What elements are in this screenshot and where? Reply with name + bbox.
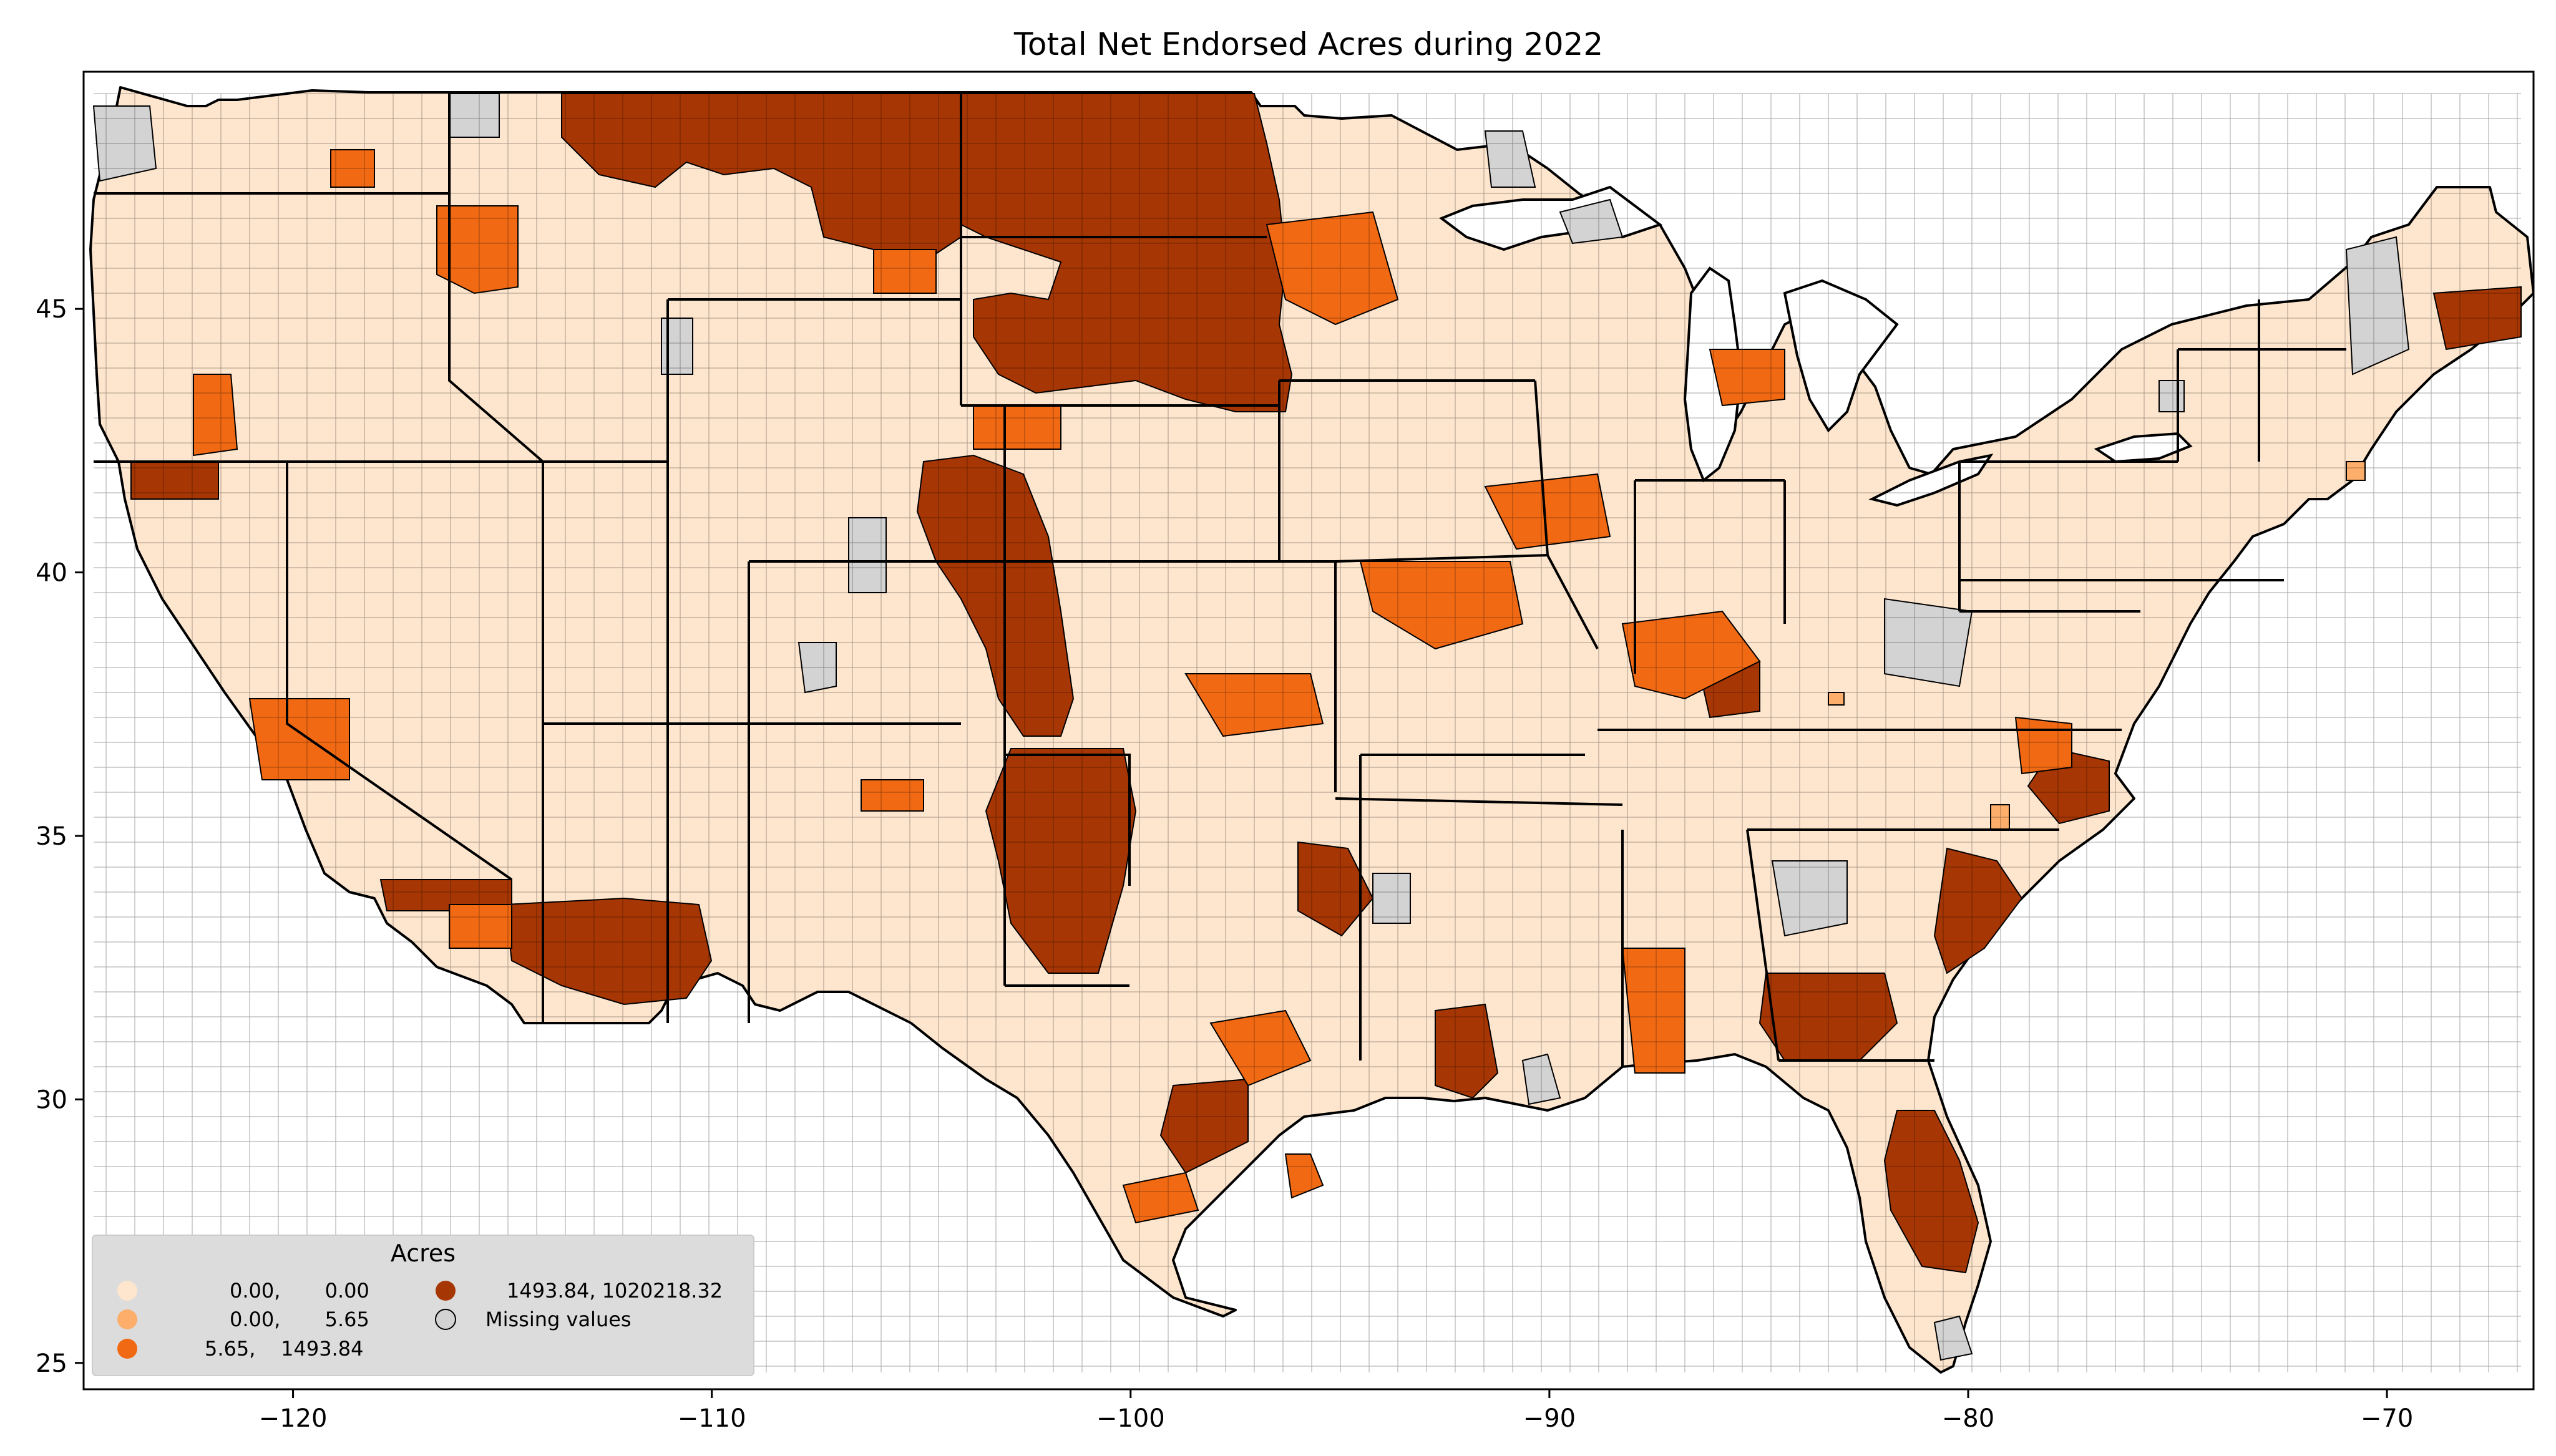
- x-tick-label: −90: [1523, 1404, 1576, 1433]
- regions-low-acres: [1828, 461, 2366, 830]
- legend-label-missing: Missing values: [485, 1308, 632, 1331]
- legend-label-class4: 1493.84, 1020218.32: [507, 1279, 723, 1303]
- legend-swatch-class3: [117, 1339, 137, 1359]
- lake-erie: [1868, 454, 1994, 507]
- x-tick-label: −120: [259, 1404, 328, 1433]
- lake-huron: [1783, 279, 1899, 433]
- county-grid: [94, 93, 2521, 1372]
- y-axis: 45 40 35 30 25: [36, 295, 84, 1378]
- x-axis: −120 −110 −100 −90 −80 −70: [259, 1389, 2413, 1433]
- legend-label-class3: 5.65, 1493.84: [205, 1337, 363, 1361]
- y-tick-label: 35: [36, 822, 67, 851]
- legend-swatch-class2: [117, 1309, 137, 1329]
- regions-high-acres: [130, 93, 2522, 1274]
- legend-title: Acres: [391, 1240, 456, 1267]
- x-tick-label: −70: [2361, 1404, 2413, 1433]
- y-tick-label: 25: [36, 1349, 67, 1378]
- legend-swatch-class1: [117, 1281, 137, 1301]
- y-tick-label: 40: [36, 559, 67, 588]
- legend-label-class2: 0.00, 5.65: [230, 1308, 369, 1331]
- map-title: Total Net Endorsed Acres during 2022: [1013, 26, 1603, 62]
- regions-mid-acres: [193, 149, 2072, 1224]
- axes-frame: [82, 70, 2535, 1390]
- y-tick-label: 45: [36, 295, 67, 324]
- x-tick-label: −100: [1096, 1404, 1165, 1433]
- legend: Acres 0.00, 0.00 0.00, 5.65 5.65, 1493.8…: [92, 1235, 754, 1376]
- plot-area: [89, 86, 2534, 1374]
- state-borders: [94, 92, 2346, 1067]
- legend-swatch-class4: [436, 1281, 456, 1301]
- y-tick-label: 30: [36, 1085, 67, 1114]
- x-tick-label: −110: [678, 1404, 746, 1433]
- county-grid-lines: [94, 93, 2521, 1372]
- x-tick-label: −80: [1942, 1404, 1994, 1433]
- legend-swatch-missing: [435, 1309, 456, 1330]
- legend-label-class1: 0.00, 0.00: [230, 1279, 369, 1303]
- lake-michigan: [1683, 266, 1743, 483]
- legend-box: [92, 1235, 754, 1376]
